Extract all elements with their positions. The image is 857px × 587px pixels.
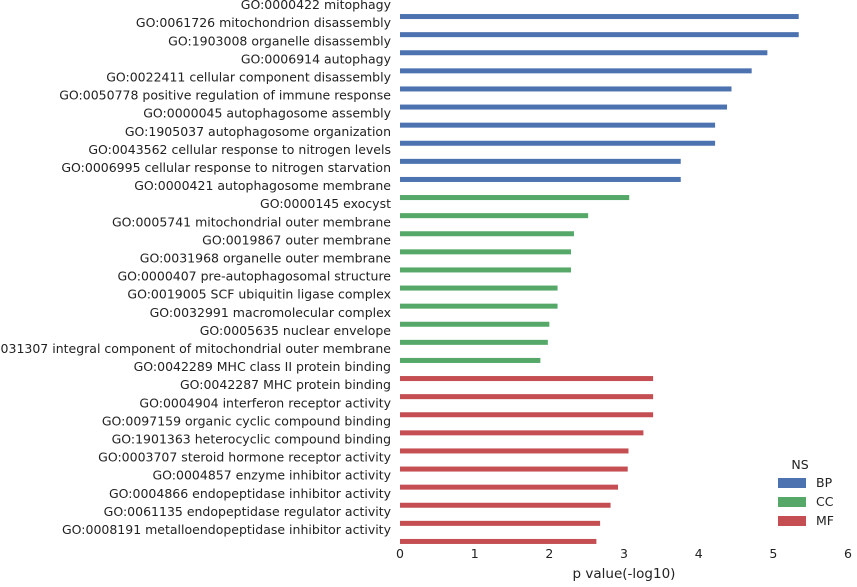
x-axis-ticks: 0 1 2 3 4 5 6 (396, 546, 852, 561)
category-label: GO:0005741 mitochondrial outer membrane (112, 214, 391, 229)
category-label: GO:0004866 endopeptidase inhibitor activ… (109, 486, 392, 501)
bar (400, 448, 629, 454)
x-axis-title: p value(-log10) (573, 566, 676, 582)
bar (400, 412, 654, 418)
legend-swatch (778, 516, 806, 526)
bar (400, 357, 541, 363)
category-label: GO:0008191 metalloendopeptidase inhibito… (62, 522, 392, 537)
category-label: GO:0005635 nuclear envelope (200, 323, 392, 338)
legend: NS BP CC MF (778, 457, 834, 528)
bar (400, 122, 716, 128)
category-label: GO:0031307 integral component of mitocho… (0, 341, 391, 356)
x-tick-label: 4 (695, 546, 703, 561)
bar (400, 140, 716, 146)
bar (400, 158, 681, 164)
legend-swatch (778, 497, 806, 507)
category-label: GO:1903008 organelle disassembly (168, 33, 391, 48)
category-label: GO:0032991 macromolecular complex (150, 305, 391, 320)
legend-label: MF (816, 513, 834, 528)
bar (400, 176, 681, 182)
category-label: GO:0000407 pre-autophagosomal structure (117, 269, 391, 284)
x-tick-label: 1 (471, 546, 479, 561)
category-label: GO:0000045 autophagosome assembly (143, 106, 391, 121)
category-label: GO:0050778 positive regulation of immune… (59, 88, 391, 103)
category-labels: GO:0000422 mitophagy GO:0061726 mitochond… (0, 0, 392, 537)
category-label: GO:0004904 interferon receptor activity (139, 395, 391, 410)
legend-label: BP (816, 475, 833, 490)
bar (400, 484, 619, 490)
bar (400, 213, 589, 219)
category-label: GO:0031968 organelle outer membrane (140, 250, 392, 265)
category-label: GO:0000422 mitophagy (241, 0, 392, 12)
bar (400, 68, 752, 74)
bar (400, 303, 558, 309)
bar (400, 502, 611, 508)
category-label: GO:0061135 endopeptidase regulator activ… (104, 504, 392, 519)
category-label: GO:0043562 cellular response to nitrogen… (88, 142, 391, 157)
category-label: GO:0004857 enzyme inhibitor activity (152, 468, 391, 483)
bar (400, 231, 574, 237)
category-label: GO:0042287 MHC protein binding (180, 377, 391, 392)
bar (400, 466, 628, 472)
bar (400, 86, 732, 92)
category-label: GO:0000145 exocyst (260, 196, 391, 211)
bar (400, 538, 597, 544)
category-label: GO:0006914 autophagy (241, 51, 392, 66)
bar (400, 321, 550, 327)
category-label: GO:0019867 outer membrane (202, 232, 391, 247)
x-tick-label: 3 (620, 546, 628, 561)
category-label: GO:1905037 autophagosome organization (125, 124, 391, 139)
legend-swatch (778, 478, 806, 488)
bar (400, 376, 654, 382)
bar (400, 195, 630, 201)
x-tick-label: 6 (844, 546, 852, 561)
bars-group (400, 14, 799, 544)
bar (400, 430, 644, 436)
legend-label: CC (816, 494, 834, 509)
bar (400, 285, 558, 291)
x-tick-label: 5 (769, 546, 777, 561)
bar (400, 249, 571, 255)
bar (400, 339, 548, 345)
bar (400, 267, 571, 273)
category-label: GO:0019005 SCF ubiquitin ligase complex (127, 287, 391, 302)
bar (400, 394, 654, 400)
legend-title: NS (791, 457, 808, 472)
bar (400, 520, 601, 526)
category-label: GO:0000421 autophagosome membrane (134, 178, 391, 193)
bar (400, 14, 799, 20)
category-label: GO:0003707 steroid hormone receptor acti… (98, 450, 391, 465)
category-label: GO:0042289 MHC class II protein binding (134, 359, 391, 374)
category-label: GO:0061726 mitochondrion disassembly (136, 15, 392, 30)
category-label: GO:1901363 heterocyclic compound binding (112, 431, 391, 446)
bar (400, 32, 799, 38)
category-label: GO:0022411 cellular component disassembl… (106, 69, 391, 84)
category-label: GO:0097159 organic cyclic compound bindi… (102, 413, 391, 428)
x-tick-label: 0 (396, 546, 404, 561)
category-label: GO:0006995 cellular response to nitrogen… (61, 160, 391, 175)
x-tick-label: 2 (545, 546, 553, 561)
bar (400, 50, 768, 56)
bar (400, 104, 728, 110)
